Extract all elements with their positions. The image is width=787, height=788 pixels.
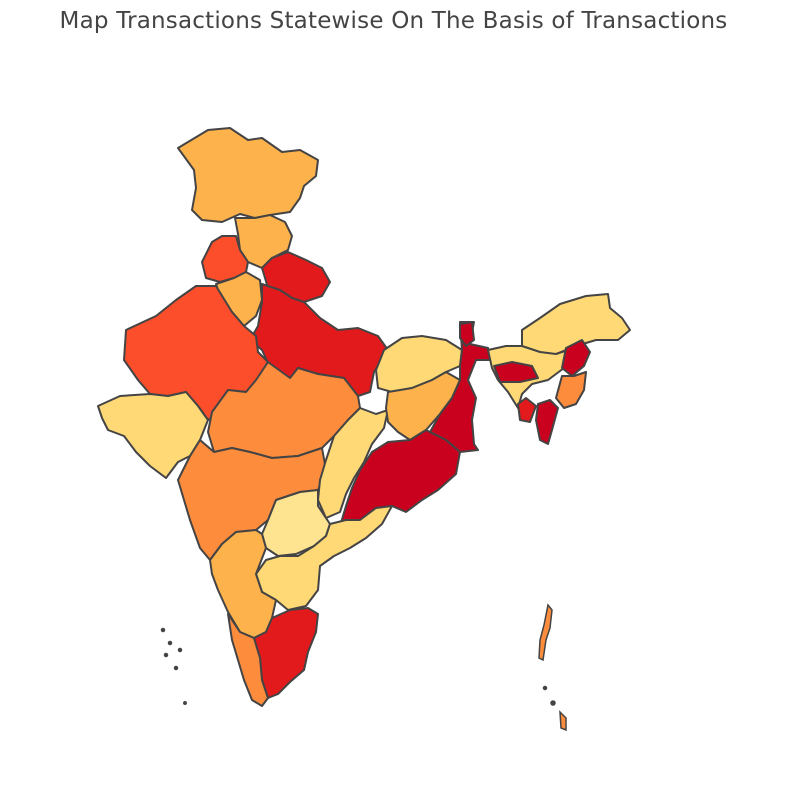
nicobar-island [559, 710, 567, 732]
lakshadweep-island [163, 652, 169, 658]
nicobar-island [550, 700, 556, 706]
lakshadweep-island [160, 627, 166, 633]
lakshadweep-island [177, 647, 183, 653]
state-tripura[interactable] [517, 397, 537, 423]
state-nagaland[interactable] [561, 339, 591, 377]
state-kerala[interactable] [227, 613, 269, 707]
state-jammu-and-kashmir[interactable] [177, 127, 319, 223]
andaman-island [538, 603, 553, 662]
state-sikkim[interactable] [459, 321, 475, 347]
lakshadweep-island [167, 640, 173, 646]
lakshadweep-island [173, 665, 179, 671]
state-regions [97, 127, 631, 707]
state-manipur[interactable] [555, 371, 587, 409]
nicobar-island [542, 685, 548, 691]
map-title: Map Transactions Statewise On The Basis … [59, 8, 728, 34]
state-andhra-pradesh[interactable] [255, 505, 393, 611]
state-mizoram[interactable] [535, 399, 559, 445]
state-meghalaya[interactable] [493, 361, 539, 383]
state-karnataka[interactable] [209, 529, 277, 639]
island-regions [160, 603, 567, 732]
lakshadweep-island [183, 701, 187, 705]
